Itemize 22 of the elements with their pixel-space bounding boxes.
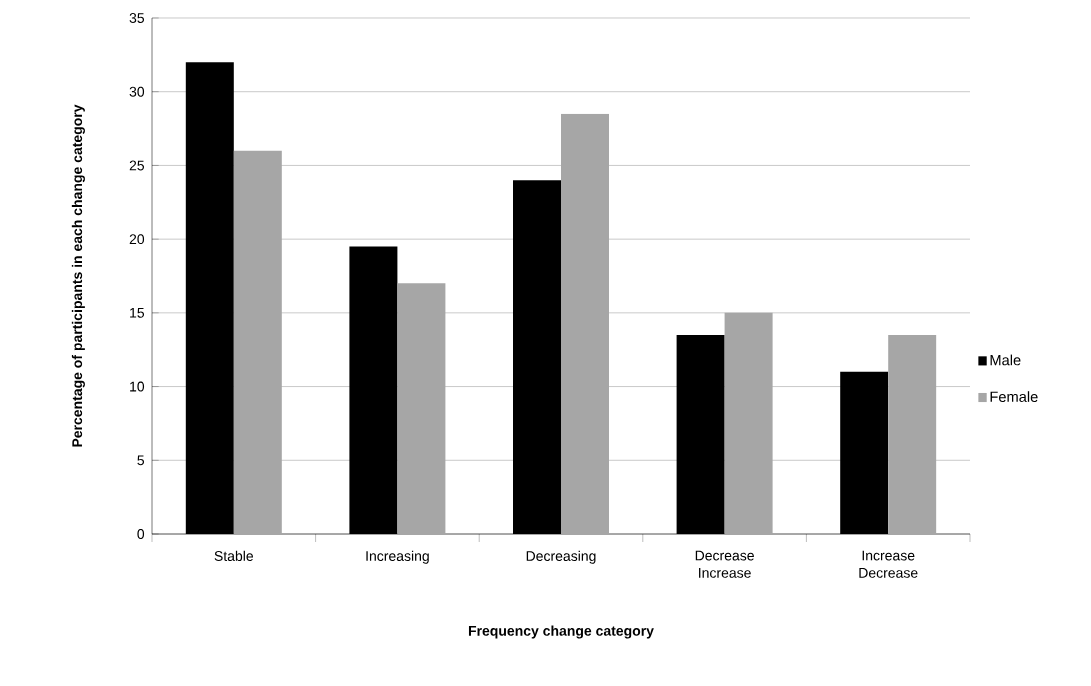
legend-label: Female (990, 391, 1038, 402)
y-tick-label: 0 (137, 529, 145, 539)
y-tick-label: 15 (130, 307, 145, 318)
bar (233, 150, 282, 534)
legend-label: Male (990, 354, 1021, 366)
x-tick-label: Increasing (366, 550, 429, 564)
x-tick-label: Stable (214, 550, 254, 561)
y-tick-label: 30 (129, 86, 145, 97)
y-tick-label: 10 (130, 381, 145, 392)
y-tick-label: 35 (129, 13, 145, 23)
y-tick-label: 5 (137, 455, 145, 466)
x-axis-title: Frequency change category (468, 625, 654, 639)
y-axis-title: Percentage of participants in each change category (71, 104, 85, 447)
bar (561, 113, 610, 534)
x-tick-label: Decreasing (526, 550, 596, 564)
bar (888, 334, 937, 534)
bar (397, 283, 446, 534)
x-tick-label: Increase Decrease (859, 550, 918, 578)
x-tick-label: Decrease Increase (695, 550, 754, 578)
y-tick-label: 25 (129, 160, 145, 171)
bar (724, 312, 773, 534)
y-tick-label: 20 (129, 234, 145, 245)
